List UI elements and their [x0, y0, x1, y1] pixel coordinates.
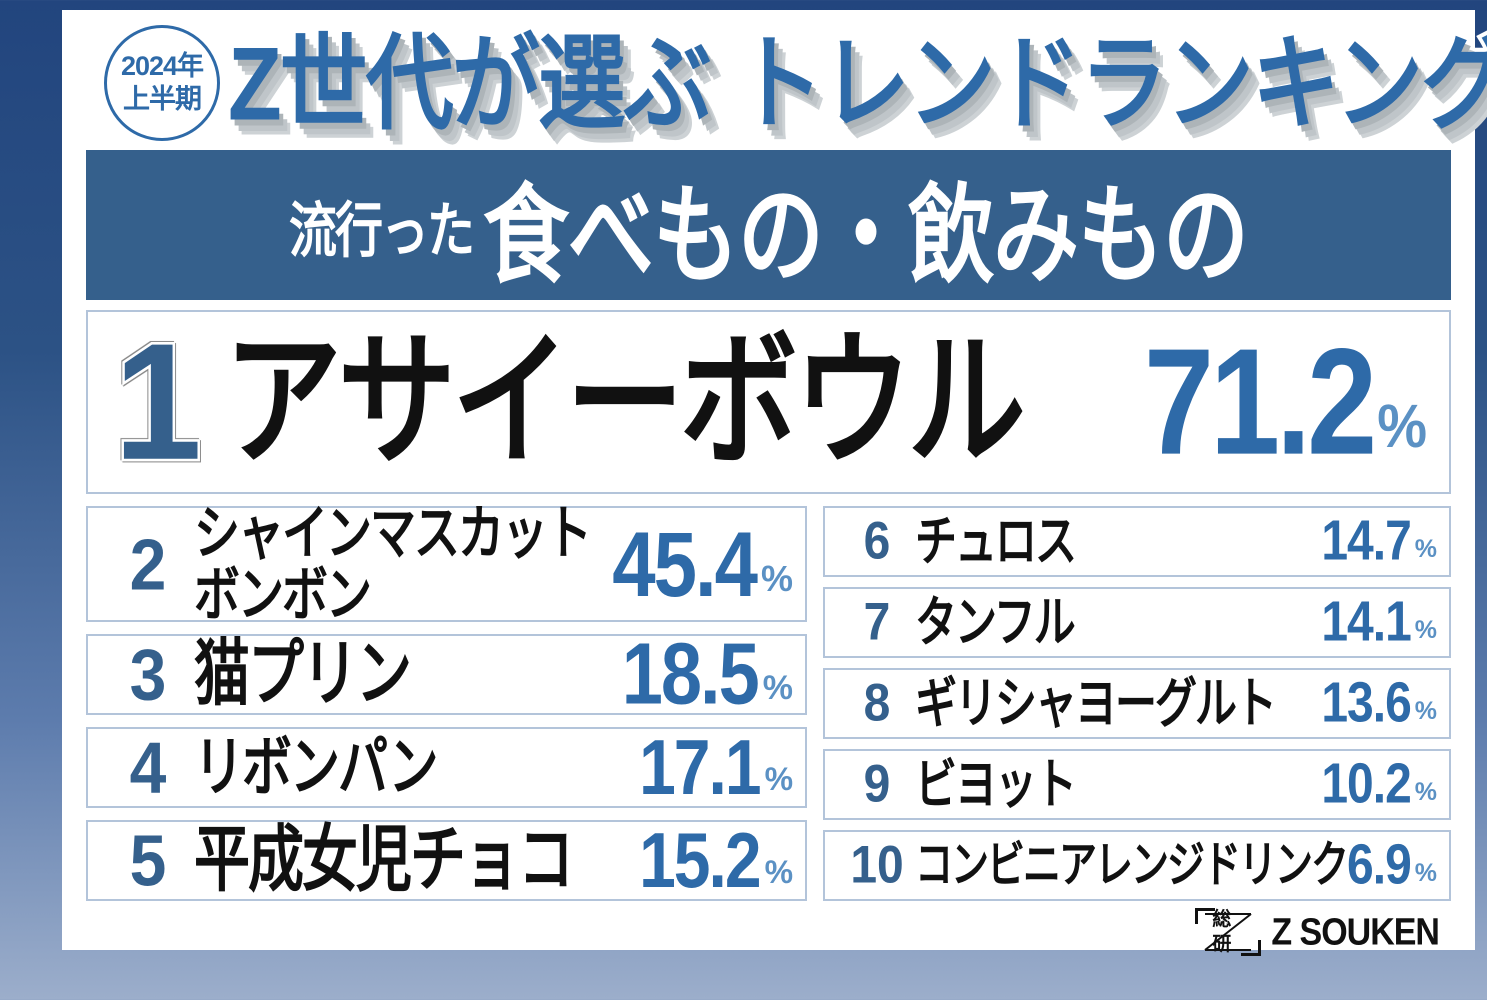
percent-sign: % — [1414, 777, 1437, 806]
rank-item-name: リボンパン — [194, 730, 439, 804]
rank-value: 18.5 % — [622, 630, 794, 717]
rank-item-name: 猫プリン — [194, 632, 412, 715]
category-band: 流行った 食べもの・飲みもの — [86, 150, 1451, 300]
percent-sign: % — [762, 669, 794, 708]
rank-row-3[interactable]: 3 猫プリン 18.5 % — [86, 630, 808, 717]
rank-item-name: タンフル — [915, 591, 1076, 653]
rank-row-4[interactable]: 4 リボンパン 17.1 % — [86, 726, 808, 809]
main-title-part1: Z世代が選ぶ — [225, 25, 716, 142]
zsouken-logo-icon: 総 研 — [1195, 908, 1262, 956]
period-badge-year: 2024年 — [120, 51, 204, 82]
percent-sign: % — [1414, 615, 1437, 644]
rank-number: 4 — [129, 726, 167, 809]
rank-number: 3 — [129, 633, 167, 715]
category-title: 食べもの・飲みもの — [483, 175, 1249, 296]
percent-sign: % — [1414, 858, 1437, 887]
rank-value: 45.4 % — [612, 518, 794, 610]
rank-row-7[interactable]: 7 タンフル 14.1 % — [823, 587, 1451, 658]
rank-number: 5 — [129, 819, 167, 902]
rank-item-name: コンビニアレンジドリンク — [915, 838, 1349, 893]
bracket-top-left-icon — [1195, 908, 1216, 924]
rank-item-name: ギリシャヨーグルト — [915, 672, 1277, 734]
rank-value: 10.2 % — [1321, 756, 1437, 813]
ranking-column-right: 6 チュロス 14.7 % 7 タンフル 14.1 % 8 — [823, 506, 1451, 901]
rank-value: 13.6 % — [1321, 675, 1437, 732]
ranking-columns: 2 シャインマスカット ボンボン 45.4 % 3 猫プリン 18.5 % — [86, 502, 1451, 902]
rank-value-number: 45.4 — [612, 511, 758, 616]
rank-number: 9 — [863, 754, 891, 814]
rank-value: 15.2 % — [639, 822, 794, 900]
rank-number: 6 — [863, 511, 891, 571]
z-slash-icon — [1204, 913, 1252, 951]
period-badge-half: 上半期 — [123, 84, 202, 114]
rank-row-10[interactable]: 10 コンビニアレンジドリンク 6.9 % — [823, 830, 1451, 901]
logo-kanji-bottom: 研 — [1212, 934, 1232, 955]
rank-item-name: チュロス — [915, 510, 1077, 572]
rank-row-5[interactable]: 5 平成女児チョコ 15.2 % — [86, 818, 808, 902]
rank-item-name: アサイーボウル — [223, 320, 1026, 484]
rank-value-number: 13.6 — [1321, 671, 1411, 735]
percent-sign: % — [1414, 534, 1437, 563]
rank-value-number: 14.7 — [1321, 509, 1411, 573]
rank-number: 10 — [850, 835, 904, 895]
rank-value: 6.9 % — [1347, 837, 1437, 894]
rank-value-number: 15.2 — [639, 816, 761, 905]
rank-row-2[interactable]: 2 シャインマスカット ボンボン 45.4 % — [86, 502, 808, 625]
rank-item-name: 平成女児チョコ — [194, 818, 574, 901]
percent-sign: % — [1414, 696, 1437, 725]
infographic-card: 2024年 上半期 Z世代が選ぶ トレンドランキング 流行った 食べもの・飲みも… — [62, 10, 1487, 956]
category-prefix: 流行った — [288, 198, 475, 265]
rank-value: 14.1 % — [1321, 594, 1437, 651]
rank-value-number: 10.2 — [1321, 752, 1411, 816]
rank-value-number: 71.2 — [1143, 316, 1377, 486]
rank-value-number: 14.1 — [1321, 590, 1411, 654]
rank-row-6[interactable]: 6 チュロス 14.7 % — [823, 506, 1451, 577]
rank-value: 14.7 % — [1321, 513, 1437, 570]
header: 2024年 上半期 Z世代が選ぶ トレンドランキング — [86, 18, 1487, 146]
logo-kanji-top: 総 — [1212, 909, 1232, 930]
percent-sign: % — [1377, 390, 1427, 461]
rank-value-number: 6.9 — [1347, 833, 1412, 897]
rank-number: 2 — [129, 523, 167, 605]
rank-value-number: 18.5 — [621, 624, 760, 723]
rank-row-8[interactable]: 8 ギリシャヨーグルト 13.6 % — [823, 668, 1451, 739]
rank-item-name: ビヨット — [915, 753, 1077, 815]
percent-sign: % — [761, 557, 794, 599]
rank-row-1[interactable]: 1 アサイーボウル 71.2 % — [86, 310, 1451, 494]
rank-value: 71.2 % — [1144, 326, 1427, 477]
rank-value-number: 17.1 — [639, 723, 761, 812]
rank-value: 17.1 % — [639, 728, 794, 806]
percent-sign: % — [764, 761, 794, 798]
rank-item-name: シャインマスカット ボンボン — [194, 499, 592, 628]
rank-number: 7 — [863, 592, 891, 652]
percent-sign: % — [764, 854, 794, 891]
ranking-column-left: 2 シャインマスカット ボンボン 45.4 % 3 猫プリン 18.5 % — [86, 502, 808, 902]
rank-row-9[interactable]: 9 ビヨット 10.2 % — [823, 749, 1451, 820]
bracket-bottom-right-icon — [1241, 940, 1262, 956]
rank-number: 8 — [863, 673, 891, 733]
logo-wordmark: Z SOUKEN — [1271, 910, 1440, 953]
main-title: Z世代が選ぶ トレンドランキング — [225, 27, 1487, 139]
period-badge: 2024年 上半期 — [104, 25, 220, 141]
rank-number: 1 — [112, 309, 205, 495]
footer: 総 研 Z SOUKEN — [86, 901, 1451, 963]
main-title-part2: トレンドランキング — [732, 25, 1487, 142]
